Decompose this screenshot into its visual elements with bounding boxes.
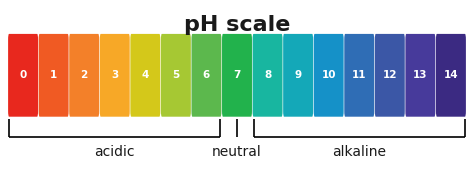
FancyBboxPatch shape	[344, 34, 374, 117]
Text: 4: 4	[142, 70, 149, 80]
FancyBboxPatch shape	[69, 34, 99, 117]
FancyBboxPatch shape	[375, 34, 405, 117]
Text: 6: 6	[203, 70, 210, 80]
FancyBboxPatch shape	[283, 34, 313, 117]
Text: 11: 11	[352, 70, 366, 80]
FancyBboxPatch shape	[130, 34, 160, 117]
Text: 8: 8	[264, 70, 271, 80]
Text: 3: 3	[111, 70, 118, 80]
FancyBboxPatch shape	[8, 34, 38, 117]
Text: 5: 5	[172, 70, 180, 80]
Text: acidic: acidic	[94, 145, 135, 159]
Text: 10: 10	[321, 70, 336, 80]
Text: 2: 2	[81, 70, 88, 80]
Text: 0: 0	[19, 70, 27, 80]
FancyBboxPatch shape	[161, 34, 191, 117]
FancyBboxPatch shape	[253, 34, 283, 117]
Text: 1: 1	[50, 70, 57, 80]
FancyBboxPatch shape	[100, 34, 130, 117]
FancyBboxPatch shape	[436, 34, 466, 117]
FancyBboxPatch shape	[191, 34, 221, 117]
Text: 7: 7	[233, 70, 241, 80]
Text: 14: 14	[444, 70, 458, 80]
FancyBboxPatch shape	[405, 34, 435, 117]
Text: 9: 9	[294, 70, 301, 80]
Text: alkaline: alkaline	[332, 145, 386, 159]
Text: pH scale: pH scale	[184, 15, 290, 35]
Text: neutral: neutral	[212, 145, 262, 159]
Text: 12: 12	[383, 70, 397, 80]
FancyBboxPatch shape	[222, 34, 252, 117]
Text: 13: 13	[413, 70, 428, 80]
FancyBboxPatch shape	[39, 34, 69, 117]
FancyBboxPatch shape	[314, 34, 344, 117]
